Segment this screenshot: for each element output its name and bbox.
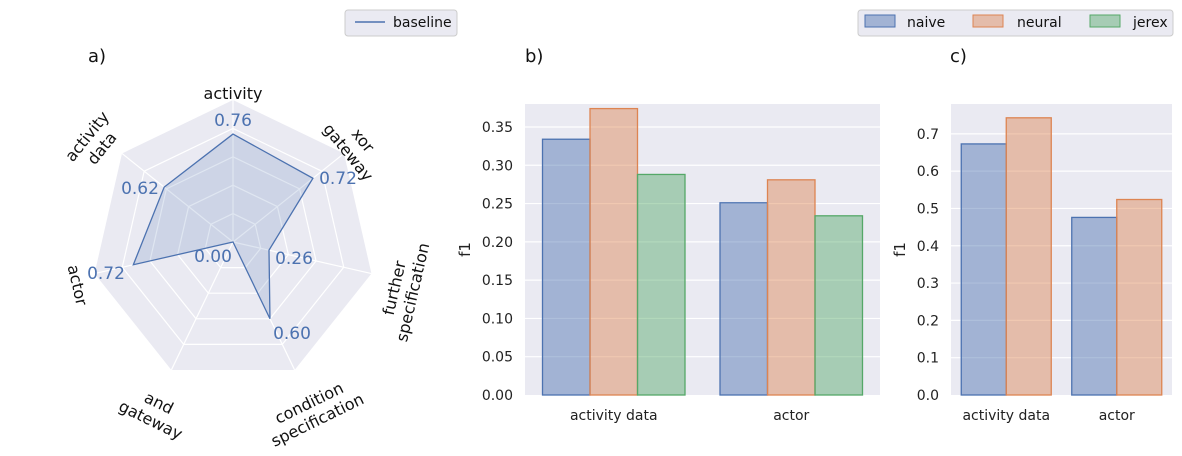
panel-b-label: b) [525,46,543,67]
radar-axis-label: furtherspecification [374,237,434,344]
panel-a-label: a) [88,46,106,67]
radar-axis-label: activitydata [61,107,128,177]
radar-value-label: 0.72 [319,169,357,189]
legend-naive-swatch [864,14,896,28]
barB-plot-bg [525,104,880,395]
radar-value-label: 0.72 [87,264,125,284]
barC-ytick-label: 0.0 [917,388,939,404]
barC-ytick-label: 0.3 [917,276,939,292]
radar-spoke [170,241,234,371]
radar-value-label: 0.26 [275,249,313,269]
legend-neural-label: neural [1017,15,1062,31]
radar-value-label: 0.60 [273,324,311,344]
barC-bar-neural-1 [1116,198,1163,396]
barC-bar-naive-0 [960,143,1007,396]
barC-ytick-label: 0.6 [917,164,939,180]
legend-neural-swatch [972,14,1004,28]
barB-bar-naive-1 [719,202,769,396]
barB-ytick-label: 0.20 [482,235,513,251]
legend-models: naive neural jerex [857,9,1174,37]
barB-xtick-label: actor [773,408,809,424]
radar-gridline [204,212,262,269]
barB-ytick-label: 0.30 [482,158,513,174]
radar-axis-label: andgateway [116,379,194,443]
radar-axis-label: activity [204,84,263,103]
radar-gridline [121,127,345,345]
legend-naive-label: naive [907,15,945,31]
radar-series-baseline [132,133,314,320]
radar-chart: 0.760.720.260.600.000.720.62activityxorg… [61,84,433,451]
barB-bar-naive-0 [541,138,591,396]
barC-ytick-label: 0.5 [917,201,939,217]
barC-ytick-label: 0.2 [917,313,939,329]
bar-chart-c: 0.0 0.1 0.2 0.3 0.4 0.5 0.6 0.7 f1 activity data a… [891,104,1172,424]
barC-bar-neural-0 [1005,117,1052,396]
radar-value-label: 0.76 [214,111,252,131]
barB-bar-jerex-1 [814,215,864,396]
barB-ytick-label: 0.35 [482,120,513,136]
barB-ytick-label: 0.25 [482,197,513,213]
radar-value-label: 0.62 [121,179,159,199]
barB-ytick-label: 0.15 [482,273,513,289]
legend-jerex-label: jerex [1132,15,1168,31]
radar-spoke [121,152,234,243]
legend-jerex-swatch [1089,14,1121,28]
radar-gridline [176,184,290,294]
barC-ytick-label: 0.1 [917,351,939,367]
barB-bar-neural-1 [766,179,816,396]
legend-baseline: baseline [344,9,458,37]
radar-spoke [232,241,372,275]
bar-chart-b: 0.00 0.05 0.10 0.15 0.20 0.25 0.30 0.35 f1 activi… [456,104,880,424]
barC-ytick-label: 0.4 [917,239,939,255]
legend-baseline-label: baseline [393,15,452,31]
radar-spoke [232,152,345,243]
radar-value-label: 0.00 [194,247,232,267]
barB-ytick-label: 0.10 [482,311,513,327]
barB-ytick-label: 0.05 [482,350,513,366]
radar-gridline [149,156,317,320]
barC-plot-bg [951,104,1172,395]
barC-xtick-label: activity data [962,408,1050,424]
panel-c-label: c) [950,46,967,67]
barB-bar-neural-0 [589,107,639,396]
barB-ylabel: f1 [456,242,474,257]
barC-xtick-label: actor [1099,408,1135,424]
radar-axis-label: conditionspecification [260,372,367,450]
barC-ylabel: f1 [891,242,909,257]
barB-ytick-label: 0.00 [482,388,513,404]
barC-bar-naive-1 [1071,216,1118,396]
barB-bar-jerex-0 [636,173,686,396]
barC-ytick-label: 0.7 [917,127,939,143]
barB-xtick-label: activity data [570,408,658,424]
